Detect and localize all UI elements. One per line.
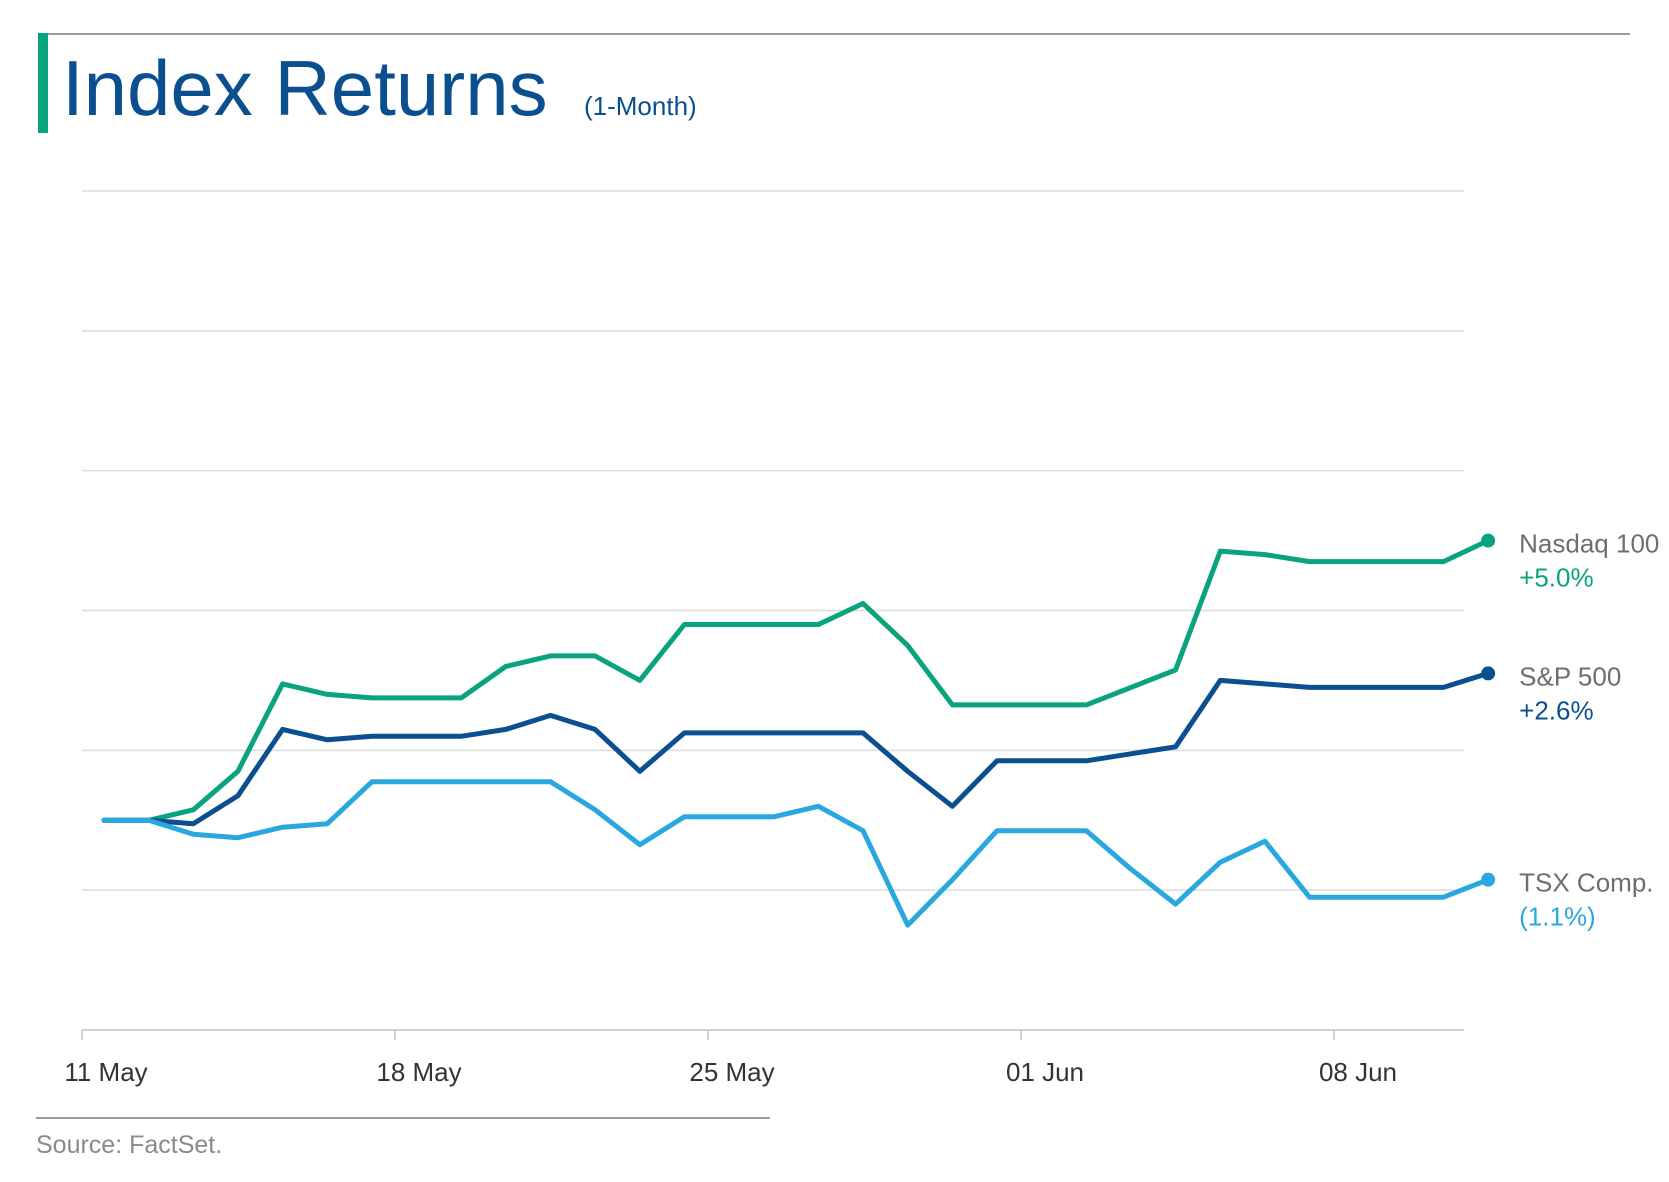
series-end-marker-nasdaq-100 <box>1481 533 1496 548</box>
x-tick-label: 25 May <box>689 1057 774 1087</box>
series-name-label-tsx-comp: TSX Comp. <box>1519 868 1653 898</box>
x-tick-label: 11 May <box>64 1057 147 1087</box>
series-end-labels: Nasdaq 100 +5.0% S&P 500 +2.6% TSX Comp. (1.1… <box>1519 529 1659 932</box>
source-note: Source: FactSet. <box>36 1131 223 1159</box>
series-end-marker-sp-500 <box>1481 666 1496 681</box>
series-value-label-nasdaq-100: +5.0% <box>1519 563 1593 593</box>
x-tick-label: 08 Jun <box>1319 1057 1397 1087</box>
page-title: Index Returns <box>62 44 548 132</box>
series-name-label-nasdaq-100: Nasdaq 100 <box>1519 529 1659 559</box>
series-lines <box>101 533 1496 928</box>
series-line-tsx-comp <box>101 779 1491 928</box>
source-rule <box>36 1117 770 1119</box>
gridlines <box>82 190 1464 891</box>
top-rule <box>38 33 1630 35</box>
page-subtitle: (1-Month) <box>584 91 697 121</box>
x-axis: 11 May 18 May 25 May 01 Jun 08 Jun <box>64 1029 1464 1087</box>
title-accent-bar <box>38 33 48 133</box>
x-tick-label: 01 Jun <box>1006 1057 1084 1087</box>
series-name-label-sp-500: S&P 500 <box>1519 661 1621 691</box>
series-value-label-tsx-comp: (1.1%) <box>1519 902 1596 932</box>
series-line-nasdaq-100 <box>101 538 1491 823</box>
x-tick-label: 18 May <box>376 1057 461 1087</box>
series-line-sp-500 <box>101 670 1491 827</box>
series-value-label-sp-500: +2.6% <box>1519 695 1593 725</box>
series-end-marker-tsx-comp <box>1481 872 1496 887</box>
